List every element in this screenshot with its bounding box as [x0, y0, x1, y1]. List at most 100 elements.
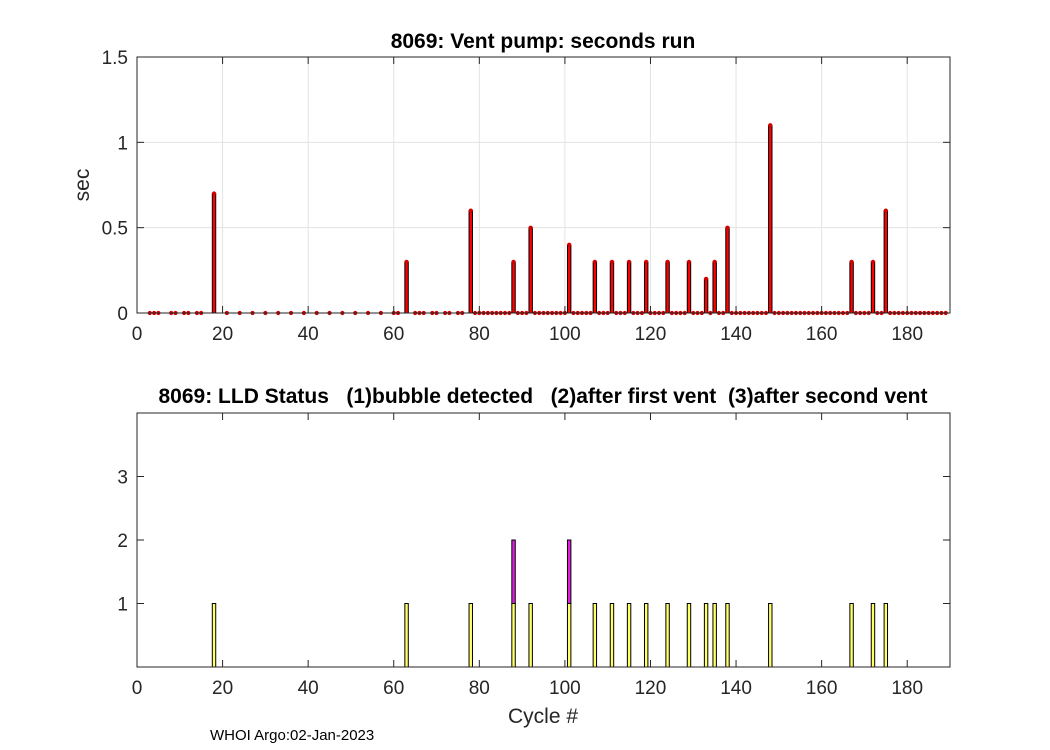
- x-tick-label: 0: [132, 678, 143, 699]
- vent-pump-y-axis-label: sec: [71, 169, 94, 202]
- vent-bar: [566, 244, 572, 314]
- vent-point: [686, 259, 692, 264]
- lld-status-bar: [870, 603, 876, 668]
- lld-status-bar: [511, 539, 516, 604]
- vent-point: [404, 259, 409, 264]
- vent-pump-panel: 0 20 40 60 80 100 120 140 160 180 0 0.5 1 1.5 8069: V…: [71, 30, 951, 345]
- x-tick-label: 80: [469, 678, 490, 699]
- vent-point: [567, 242, 572, 247]
- lld-status-ticks: 0 20 40 60 80 100 120 140 160 180 1 2 3: [117, 413, 950, 699]
- vent-point: [665, 259, 670, 264]
- x-tick-label: 160: [806, 324, 838, 345]
- lld-status-bar: [712, 603, 717, 668]
- y-tick-label: 0: [117, 304, 128, 325]
- vent-point: [211, 191, 217, 196]
- lld-status-bar: [725, 603, 730, 668]
- vent-point: [626, 259, 632, 264]
- vent-bar: [768, 124, 773, 314]
- x-tick-label: 160: [806, 678, 838, 699]
- lld-status-bar: [665, 603, 670, 668]
- vent-pump-grid: [137, 57, 950, 313]
- lld-status-bar: [592, 603, 598, 668]
- vent-point: [725, 225, 730, 230]
- vent-bar: [712, 261, 717, 314]
- vent-bar: [870, 261, 876, 314]
- x-tick-label: 60: [383, 324, 404, 345]
- vent-point: [609, 259, 615, 264]
- vent-pump-ticks: 0 20 40 60 80 100 120 140 160 180 0 0.5 1 1.5: [102, 48, 950, 345]
- lld-status-bar: [528, 603, 533, 668]
- vent-pump-plot-area: [137, 57, 950, 313]
- footer-credit: WHOI Argo:02-Jan-2023: [210, 727, 375, 744]
- x-tick-label: 60: [383, 678, 404, 699]
- vent-point: [704, 276, 709, 281]
- vent-point: [768, 123, 773, 128]
- y-tick-label: 2: [117, 531, 128, 552]
- x-tick-label: 180: [891, 324, 923, 345]
- y-tick-label: 3: [117, 468, 128, 489]
- vent-bar: [404, 261, 409, 314]
- vent-pump-axes-box: [136, 56, 951, 314]
- vent-point: [468, 208, 473, 213]
- x-tick-label: 100: [549, 678, 581, 699]
- vent-bar: [703, 278, 709, 314]
- vent-pump-title: 8069: Vent pump: seconds run: [391, 30, 696, 53]
- x-tick-label: 140: [720, 678, 752, 699]
- lld-status-bar: [566, 539, 572, 604]
- vent-bar: [609, 261, 615, 314]
- x-tick-label: 140: [720, 324, 752, 345]
- vent-bar: [725, 227, 730, 314]
- lld-status-bar: [849, 603, 854, 668]
- vent-point: [592, 259, 597, 264]
- vent-bar: [511, 261, 516, 314]
- vent-bar: [643, 261, 649, 314]
- lld-status-x-axis-label: Cycle #: [508, 705, 578, 728]
- lld-status-panel: 0 20 40 60 80 100 120 140 160 180 1 2 3 8069: LLD St…: [117, 385, 951, 728]
- lld-status-plot-area: [137, 413, 950, 667]
- lld-status-bar: [626, 603, 632, 668]
- y-tick-label: 1: [117, 133, 128, 154]
- vent-bar: [211, 193, 217, 314]
- x-tick-label: 120: [635, 678, 667, 699]
- x-tick-label: 100: [549, 324, 581, 345]
- x-tick-label: 40: [298, 324, 319, 345]
- vent-point: [870, 259, 876, 264]
- vent-bar: [883, 210, 889, 314]
- lld-status-title: 8069: LLD Status (1)bubble detected (2)a…: [159, 385, 928, 408]
- y-tick-label: 1.5: [102, 48, 128, 69]
- vent-bar: [849, 261, 854, 314]
- vent-bar: [592, 261, 598, 314]
- x-tick-label: 80: [469, 324, 490, 345]
- x-tick-label: 120: [635, 324, 667, 345]
- x-tick-label: 40: [298, 678, 319, 699]
- lld-status-bar: [686, 603, 692, 668]
- lld-status-bar: [404, 603, 409, 668]
- lld-status-bar: [468, 603, 473, 668]
- lld-status-bar: [643, 603, 649, 668]
- x-tick-label: 20: [212, 324, 233, 345]
- vent-bar: [686, 261, 692, 314]
- vent-bar: [468, 210, 473, 314]
- lld-status-bar: [703, 603, 709, 668]
- x-tick-label: 20: [212, 678, 233, 699]
- vent-bar: [665, 261, 670, 314]
- vent-point: [644, 259, 649, 264]
- lld-status-bar: [883, 603, 889, 668]
- vent-bar: [528, 227, 533, 314]
- lld-status-bar: [768, 603, 773, 668]
- y-tick-label: 0.5: [102, 219, 128, 240]
- lld-status-bar: [511, 603, 516, 668]
- x-tick-label: 180: [891, 678, 923, 699]
- y-tick-label: 1: [117, 595, 128, 616]
- lld-status-bar: [609, 603, 615, 668]
- vent-point: [883, 208, 888, 213]
- vent-bar: [626, 261, 632, 314]
- vent-point: [849, 259, 854, 264]
- lld-status-bar: [211, 603, 217, 668]
- x-tick-label: 0: [132, 324, 143, 345]
- lld-status-bar: [566, 603, 572, 668]
- vent-point: [511, 259, 516, 264]
- vent-point: [712, 259, 717, 264]
- vent-point: [528, 225, 533, 230]
